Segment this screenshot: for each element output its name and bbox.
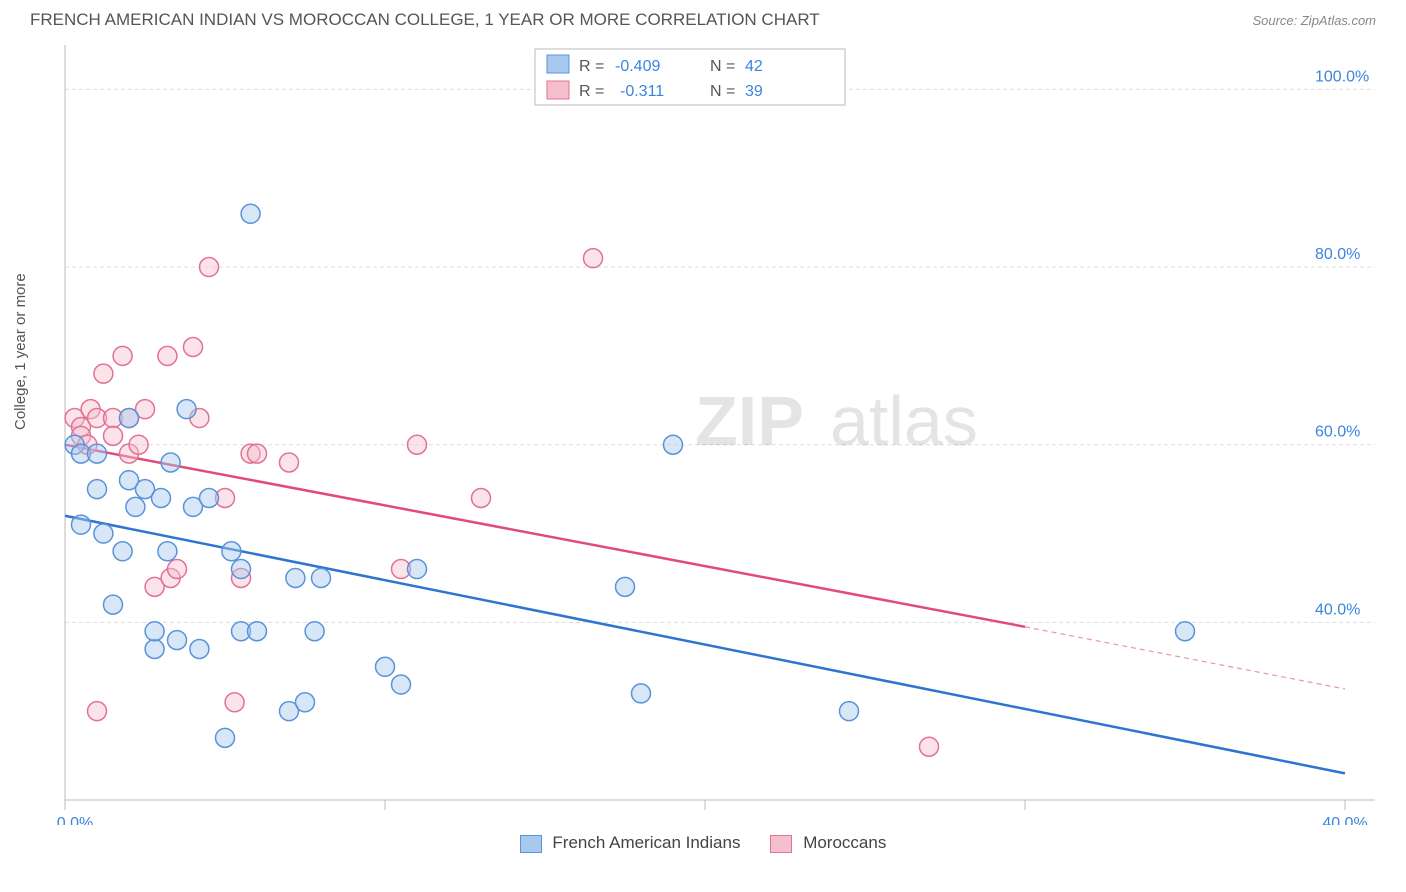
data-point	[113, 346, 132, 365]
stat-value: N =	[710, 83, 735, 100]
data-point	[88, 444, 107, 463]
legend-swatch-icon	[770, 835, 792, 853]
data-point	[168, 631, 187, 650]
y-tick-label: 100.0%	[1315, 68, 1369, 85]
chart-title: FRENCH AMERICAN INDIAN VS MOROCCAN COLLE…	[30, 10, 820, 30]
data-point	[145, 640, 164, 659]
source-label: Source: ZipAtlas.com	[1252, 13, 1376, 28]
data-point	[177, 400, 196, 419]
scatter-chart: 40.0% 60.0% 80.0% 100.0% ZIP atlas 0.0% 40.0% R …	[55, 35, 1375, 825]
data-point	[296, 693, 315, 712]
data-point	[94, 524, 113, 543]
data-point	[664, 435, 683, 454]
stat-value: 42	[745, 58, 763, 75]
data-point	[152, 489, 171, 508]
x-tick-label: 40.0%	[1322, 815, 1367, 825]
regression-line	[65, 516, 1345, 774]
y-tick-label: 80.0%	[1315, 246, 1360, 263]
stat-value: R =	[579, 83, 604, 100]
data-point	[840, 702, 859, 721]
watermark: atlas	[830, 382, 978, 460]
data-point	[286, 568, 305, 587]
data-point	[392, 675, 411, 694]
stat-value: -0.311	[620, 83, 664, 100]
data-point	[222, 542, 241, 561]
data-point	[616, 577, 635, 596]
data-point	[88, 702, 107, 721]
data-point	[248, 444, 267, 463]
data-point	[145, 622, 164, 641]
legend-item: French American Indians	[520, 833, 741, 853]
stat-swatch-icon	[547, 55, 569, 73]
data-point	[1176, 622, 1195, 641]
data-point	[126, 497, 145, 516]
data-point	[104, 595, 123, 614]
y-tick-label: 60.0%	[1315, 424, 1360, 441]
data-point	[408, 435, 427, 454]
data-point	[241, 204, 260, 223]
legend: French American Indians Moroccans	[0, 833, 1406, 853]
stat-value: R =	[579, 58, 604, 75]
data-point	[584, 249, 603, 268]
stat-value: N =	[710, 58, 735, 75]
data-point	[190, 640, 209, 659]
data-point	[88, 480, 107, 499]
data-point	[104, 426, 123, 445]
stat-value: -0.409	[615, 58, 660, 75]
watermark: ZIP	[695, 382, 804, 460]
data-point	[72, 515, 91, 534]
data-point	[312, 568, 331, 587]
data-point	[305, 622, 324, 641]
data-point	[408, 560, 427, 579]
data-point	[158, 346, 177, 365]
y-axis-label: College, 1 year or more	[12, 273, 29, 430]
data-point	[161, 453, 180, 472]
data-point	[200, 258, 219, 277]
data-point	[113, 542, 132, 561]
data-point	[225, 693, 244, 712]
legend-label: Moroccans	[803, 833, 886, 852]
data-point	[232, 560, 251, 579]
data-point	[376, 657, 395, 676]
data-point	[94, 364, 113, 383]
data-point	[216, 728, 235, 747]
legend-label: French American Indians	[552, 833, 740, 852]
legend-item: Moroccans	[770, 833, 886, 853]
stat-value: 39	[745, 83, 763, 100]
stat-swatch-icon	[547, 81, 569, 99]
legend-swatch-icon	[520, 835, 542, 853]
y-tick-label: 40.0%	[1315, 601, 1360, 618]
chart-area: 40.0% 60.0% 80.0% 100.0% ZIP atlas 0.0% 40.0% R …	[55, 35, 1376, 825]
data-point	[632, 684, 651, 703]
data-point	[168, 560, 187, 579]
regression-line	[65, 445, 1025, 627]
data-point	[472, 489, 491, 508]
data-point	[248, 622, 267, 641]
x-tick-label: 0.0%	[57, 815, 93, 825]
data-point	[158, 542, 177, 561]
data-point	[920, 737, 939, 756]
data-point	[280, 453, 299, 472]
data-point	[129, 435, 148, 454]
data-point	[200, 489, 219, 508]
data-point	[120, 409, 139, 428]
data-point	[184, 338, 203, 357]
